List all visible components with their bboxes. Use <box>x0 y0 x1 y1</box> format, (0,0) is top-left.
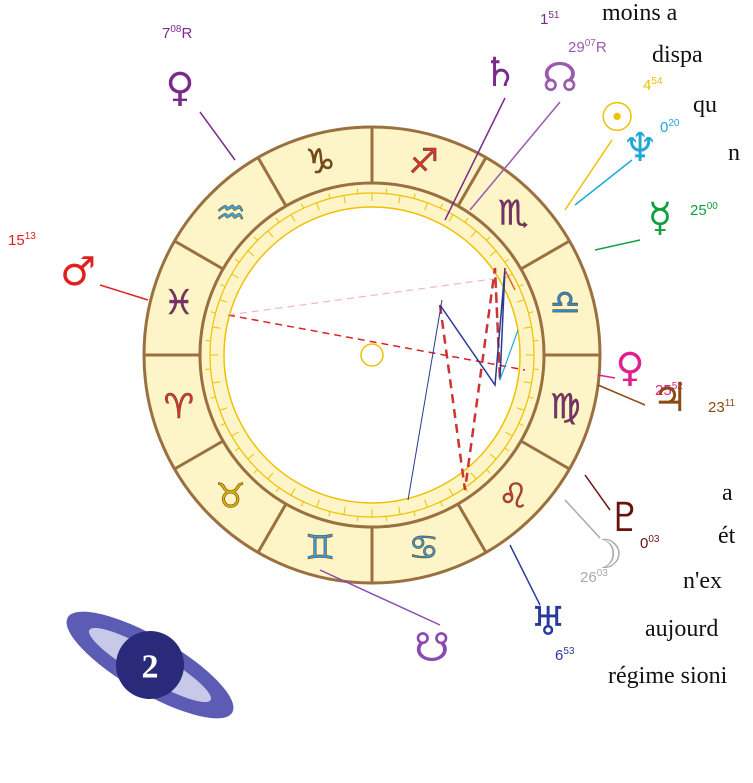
planet-glyph: ♂ <box>60 249 96 295</box>
degree: 1 <box>540 11 548 28</box>
zodiac-sign: ♒ <box>215 194 245 234</box>
planet-position: 2311 <box>708 398 736 416</box>
planet-pointer <box>100 285 148 300</box>
text-fragment: n'ex <box>683 568 722 594</box>
zodiac-sign: ♊ <box>305 528 335 568</box>
degree: 7 <box>162 25 170 42</box>
text-fragment: régime sioni <box>608 663 728 689</box>
text-fragment: moins a <box>602 0 678 26</box>
zodiac-sign: ♉ <box>215 476 245 516</box>
minutes: 51 <box>548 10 560 21</box>
zodiac-sign: ♑ <box>305 142 335 182</box>
planet-glyph: ☊ <box>542 55 578 101</box>
planet-pointer <box>595 240 640 250</box>
degree: 29 <box>568 39 585 56</box>
planet-glyph: ♀ <box>165 65 194 111</box>
text-fragment: dispa <box>652 42 703 68</box>
center <box>224 207 520 503</box>
planet-position: 708R <box>162 24 192 42</box>
retrograde: R <box>596 39 607 56</box>
planet-position: 151 <box>540 10 560 28</box>
badge-number: 2 <box>142 649 159 686</box>
planet-pointer <box>598 375 615 378</box>
planet-position: 020 <box>660 118 680 136</box>
degree: 4 <box>643 77 651 94</box>
text-fragment: ét <box>718 523 736 549</box>
astro-chart: ♐♏♎♍♌♋♊♉♈♓♒♑ ♀708R♄151☊2907R☉454♆020☿250… <box>0 0 753 783</box>
minutes: 54 <box>651 76 663 87</box>
planet-glyph: ☋ <box>414 625 450 671</box>
planet-position: 2603 <box>580 568 608 586</box>
planet-position: 2500 <box>690 201 718 219</box>
zodiac-sign: ♏ <box>498 194 528 234</box>
planet-glyph: ☿ <box>648 195 673 241</box>
planet-glyph: ♆ <box>622 125 658 171</box>
degree: 25 <box>690 202 707 219</box>
planet-position: 653 <box>555 646 575 664</box>
zodiac-sign: ♍ <box>550 387 580 427</box>
zodiac-sign: ♓ <box>164 283 194 323</box>
minutes: 53 <box>563 646 575 657</box>
zodiac-sign: ♋ <box>409 528 439 568</box>
degree: 6 <box>555 647 563 664</box>
zodiac-sign: ♈ <box>164 387 194 427</box>
retrograde: R <box>181 25 192 42</box>
badge: 2 <box>51 588 250 742</box>
text-fragment: n <box>728 140 740 166</box>
minutes: 11 <box>725 398 736 409</box>
planet-pointer <box>510 545 540 605</box>
planet-position: 1513 <box>8 231 36 249</box>
text-fragment: a <box>722 480 733 506</box>
planet-glyph: ♄ <box>482 50 518 96</box>
planet-glyph: ♅ <box>530 599 566 645</box>
planet-position: 454 <box>643 76 663 94</box>
minutes: 08 <box>170 24 182 35</box>
degree: 0 <box>660 119 668 136</box>
planet-pointer <box>565 140 612 210</box>
minutes: 07 <box>585 38 597 49</box>
minutes: 00 <box>707 201 719 212</box>
planet-position: 2907R <box>568 38 607 56</box>
degree: 26 <box>580 569 597 586</box>
planet-position: 003 <box>640 534 660 552</box>
planet-glyph: ♀ <box>615 345 644 391</box>
planet-glyph: ♃ <box>652 375 688 421</box>
text-fragment: qu <box>693 92 717 118</box>
minutes: 20 <box>668 118 680 129</box>
wheel: ♐ ♏ ♎ ♍ ♌ ♋ ♊ ♉ ♈ ♓ ♒ ♑ <box>144 127 600 583</box>
degree: 15 <box>8 232 25 249</box>
zodiac-sign: ♎ <box>550 283 580 323</box>
minutes: 03 <box>648 534 660 545</box>
planet-pointer <box>200 112 235 160</box>
degree: 0 <box>640 535 648 552</box>
zodiac-sign: ♐ <box>409 142 439 182</box>
degree: 23 <box>708 399 725 416</box>
text-fragment: aujourd <box>645 616 718 642</box>
minutes: 03 <box>597 568 609 579</box>
minutes: 13 <box>25 231 37 242</box>
zodiac-sign: ♌ <box>498 476 528 516</box>
